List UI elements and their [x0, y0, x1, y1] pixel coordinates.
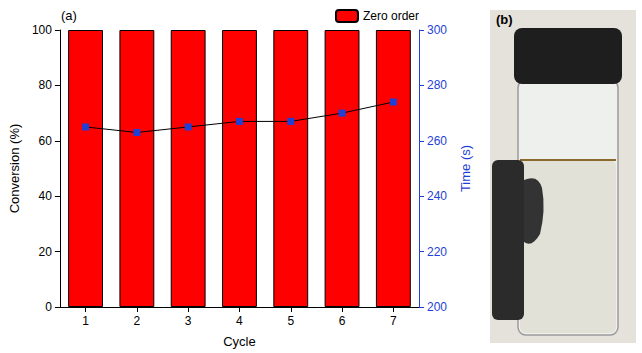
svg-text:200: 200 — [427, 300, 447, 314]
svg-text:260: 260 — [427, 134, 447, 148]
svg-text:2: 2 — [134, 314, 141, 328]
svg-text:7: 7 — [390, 314, 397, 328]
svg-text:Zero order: Zero order — [363, 9, 419, 23]
svg-text:240: 240 — [427, 189, 447, 203]
svg-text:Time (s): Time (s) — [458, 145, 473, 192]
svg-text:80: 80 — [39, 78, 53, 92]
svg-text:1: 1 — [82, 314, 89, 328]
svg-text:4: 4 — [236, 314, 243, 328]
svg-text:220: 220 — [427, 245, 447, 259]
svg-text:(b): (b) — [496, 12, 513, 27]
svg-text:0: 0 — [45, 300, 52, 314]
svg-text:5: 5 — [287, 314, 294, 328]
svg-text:300: 300 — [427, 23, 447, 37]
svg-text:(a): (a) — [61, 8, 77, 23]
svg-text:280: 280 — [427, 78, 447, 92]
svg-text:6: 6 — [339, 314, 346, 328]
svg-text:Cycle: Cycle — [223, 334, 256, 349]
svg-text:20: 20 — [39, 245, 53, 259]
svg-text:3: 3 — [185, 314, 192, 328]
svg-text:100: 100 — [32, 23, 52, 37]
svg-text:Conversion (%): Conversion (%) — [7, 124, 22, 214]
svg-text:40: 40 — [39, 189, 53, 203]
svg-text:60: 60 — [39, 134, 53, 148]
